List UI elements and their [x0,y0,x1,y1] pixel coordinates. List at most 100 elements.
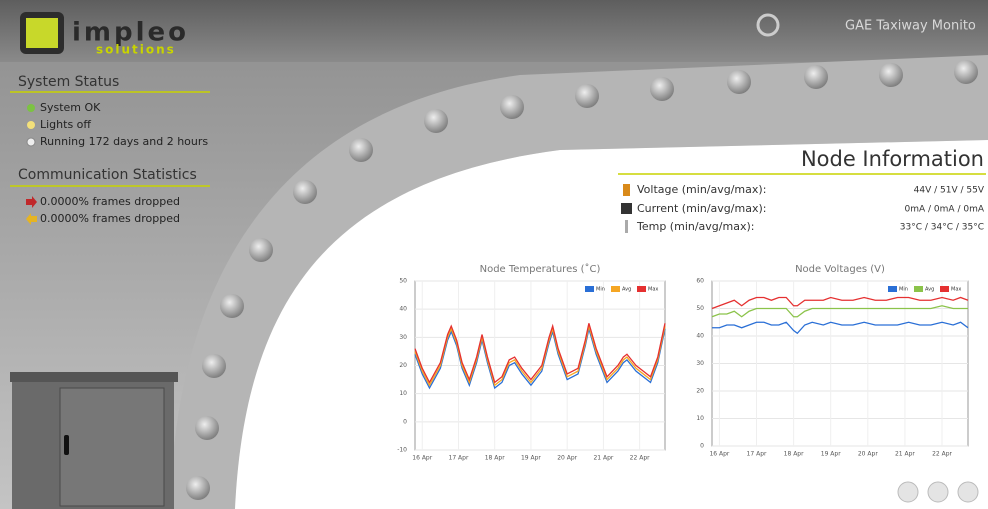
refresh-button[interactable] [927,481,949,503]
node-icon [293,180,317,204]
node-track [170,55,988,509]
y-tick-label: -10 [397,447,407,454]
node-icon [220,294,244,318]
y-tick-label: 10 [696,415,704,422]
legend-key [637,286,646,292]
x-tick-label: 17 Apr [747,451,767,458]
node-icon [804,65,828,89]
info-label: Current (min/avg/max): [637,202,766,215]
y-tick-label: 60 [696,278,704,285]
x-tick-label: 20 Apr [557,455,577,462]
legend-label: Max [648,287,658,293]
info-value: 44V / 51V / 55V [914,186,985,196]
node-icon [186,476,210,500]
legend-key [585,286,594,292]
data-line [711,305,968,318]
info-value: 0mA / 0mA / 0mA [905,205,985,215]
x-tick-label: 17 Apr [449,455,469,462]
node-icon [650,77,674,101]
y-tick-label: 50 [399,278,407,285]
legend-key [940,286,949,292]
cabinet [10,372,178,509]
section-title: Communication Statistics [18,167,197,183]
logo-subtext: solutions [96,43,176,57]
panel-title: Node Information [801,147,984,171]
header-bar [0,0,988,62]
next-button[interactable] [957,481,979,503]
y-tick-label: 30 [696,360,704,367]
comm-item: 0.0000% frames dropped [40,195,180,208]
logo-text: impleo [72,18,189,48]
data-line [712,321,969,335]
node-icon [195,416,219,440]
y-tick-label: 50 [696,305,704,312]
arrow-icon [26,213,37,225]
chart-title: Node Voltages (V) [795,264,885,275]
node-icon [727,70,751,94]
legend-label: Min [899,287,908,293]
legend-key [888,286,897,292]
node-icon [424,109,448,133]
data-line [414,325,666,387]
logo-square [26,18,58,48]
x-tick-label: 22 Apr [932,451,952,458]
legend-label: Avg [925,287,934,293]
legend-key [914,286,923,292]
legend-label: Avg [622,287,631,293]
x-tick-label: 16 Apr [709,451,729,458]
y-tick-label: 20 [399,362,407,369]
x-tick-label: 22 Apr [630,455,650,462]
node-icon [575,84,599,108]
data-line [414,328,666,390]
y-tick-label: 40 [399,306,407,313]
data-line [711,296,969,310]
x-tick-label: 19 Apr [821,451,841,458]
x-tick-label: 16 Apr [412,455,432,462]
temp-icon [625,220,628,233]
legend-label: Max [951,287,961,293]
node-icon [954,60,978,84]
y-tick-label: 0 [403,418,407,425]
arrow-icon [26,196,37,208]
app-title: GAE Taxiway Monito [845,19,976,34]
x-tick-label: 19 Apr [521,455,541,462]
x-tick-label: 20 Apr [858,451,878,458]
node-arc [186,60,978,500]
chart-title: Node Temperatures (˚C) [480,263,601,275]
section-title: System Status [18,74,119,90]
y-tick-label: 10 [399,390,407,397]
x-tick-label: 18 Apr [784,451,804,458]
status-item: Running 172 days and 2 hours [40,135,208,148]
node-icon [249,238,273,262]
y-tick-label: 0 [700,443,704,450]
y-tick-label: 40 [696,333,704,340]
prev-button[interactable] [897,481,919,503]
cabinet-top [10,372,178,382]
cabinet-handle [64,435,69,455]
info-label: Temp (min/avg/max): [636,220,754,233]
status-icon [26,137,36,147]
info-label: Voltage (min/avg/max): [637,183,766,196]
info-value: 33°C / 34°C / 35°C [900,223,984,233]
y-tick-label: 30 [399,334,407,341]
x-tick-label: 21 Apr [593,455,613,462]
brand-icon [756,13,780,37]
x-tick-label: 21 Apr [895,451,915,458]
node-icon [500,95,524,119]
y-tick-label: 20 [696,388,704,395]
node-icon [879,63,903,87]
legend-key [611,286,620,292]
current-icon [621,203,632,214]
status-icon [27,121,35,129]
data-line [414,323,666,384]
voltage-icon [623,184,630,196]
nav-buttons [897,481,979,503]
comm-item: 0.0000% frames dropped [40,212,180,225]
status-item: Lights off [40,118,91,131]
node-icon [349,138,373,162]
legend-label: Min [596,287,605,293]
node-icon [202,354,226,378]
cabinet-door [59,387,165,507]
status-icon [27,104,35,112]
